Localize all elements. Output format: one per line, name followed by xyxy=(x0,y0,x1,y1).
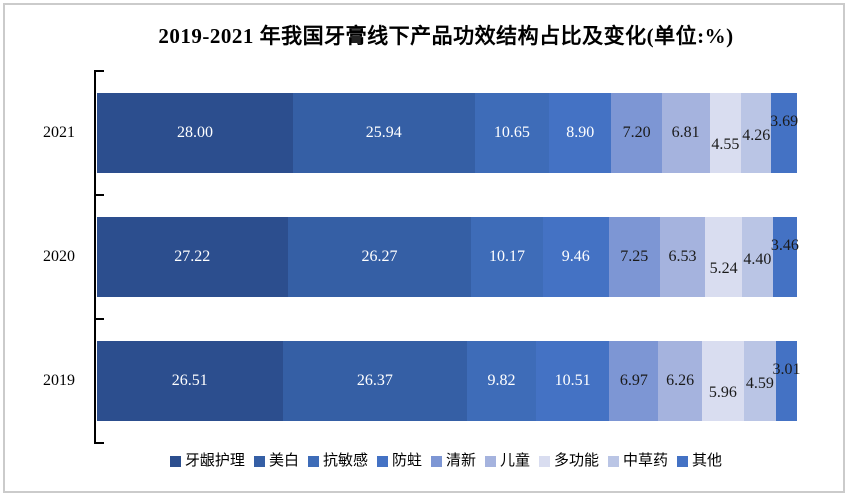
segment-value-label: 6.97 xyxy=(619,372,648,389)
category-label-2019: 2019 xyxy=(43,372,75,389)
bar-row-2019: 26.51 26.37 9.82 10.51 6.97 6.26 5.96 4.59 3.01 xyxy=(97,341,800,421)
segment-value-label: 10.65 xyxy=(493,124,530,141)
legend-label: 抗敏感 xyxy=(322,452,368,469)
segment-value-label: 8.90 xyxy=(566,124,595,141)
bar-segment-儿童: 6.53 xyxy=(659,217,706,297)
segment-value-label: 3.69 xyxy=(770,113,799,130)
bar-segment-牙龈护理: 27.22 xyxy=(97,217,288,297)
legend-swatch-icon xyxy=(485,455,496,467)
legend-swatch-icon xyxy=(307,455,319,467)
legend-swatch-icon xyxy=(539,455,551,467)
segment-value-label: 3.46 xyxy=(770,237,799,254)
legend-item-抗敏感: 抗敏感 xyxy=(307,452,368,469)
bar-segment-防蛀: 8.90 xyxy=(549,93,612,173)
category-label-2020: 2020 xyxy=(43,248,75,265)
segment-value-label: 6.81 xyxy=(671,124,700,141)
legend-swatch-icon xyxy=(430,455,442,467)
bar-segment-抗敏感: 10.17 xyxy=(471,217,543,297)
segment-value-label: 26.27 xyxy=(361,248,398,265)
legend-swatch-icon xyxy=(253,455,265,467)
bar-segment-清新: 7.25 xyxy=(608,217,660,297)
legend-item-美白: 美白 xyxy=(253,452,299,469)
bar-segment-其他: 3.46 xyxy=(770,217,799,297)
segment-value-label: 5.24 xyxy=(709,260,738,277)
bar-segment-中草药: 4.40 xyxy=(741,217,773,297)
bar-segment-抗敏感: 10.65 xyxy=(474,93,550,173)
bar-segment-其他: 3.01 xyxy=(772,341,800,421)
legend-label: 防蛀 xyxy=(391,452,422,469)
bar-segment-儿童: 6.81 xyxy=(661,93,710,173)
axis-tick xyxy=(95,194,104,196)
legend-label: 多功能 xyxy=(554,452,600,469)
legend: 牙龈护理 美白 抗敏感 防蛀 清新 儿童 多功能 中草药 其他 xyxy=(95,449,797,473)
bar-segment-防蛀: 10.51 xyxy=(535,341,610,421)
segment-value-label: 27.22 xyxy=(174,248,211,265)
segment-value-label: 26.51 xyxy=(171,372,208,389)
legend-item-防蛀: 防蛀 xyxy=(376,452,422,469)
segment-value-label: 9.46 xyxy=(561,248,590,265)
bar-segment-牙龈护理: 28.00 xyxy=(97,93,293,173)
segment-value-label: 4.55 xyxy=(711,136,740,153)
segment-value-label: 4.26 xyxy=(742,127,771,144)
legend-item-儿童: 儿童 xyxy=(485,452,531,469)
bar-segment-清新: 6.97 xyxy=(609,341,659,421)
segment-value-label: 26.37 xyxy=(356,372,393,389)
axis-tick xyxy=(95,318,104,320)
segment-value-label: 25.94 xyxy=(365,124,402,141)
bar-segment-中草药: 4.59 xyxy=(743,341,776,421)
legend-item-清新: 清新 xyxy=(430,452,476,469)
bar-segment-牙龈护理: 26.51 xyxy=(97,341,283,421)
bar-segment-防蛀: 9.46 xyxy=(542,217,609,297)
legend-swatch-icon xyxy=(677,455,689,467)
legend-label: 儿童 xyxy=(500,452,531,469)
bar-segment-多功能: 5.96 xyxy=(702,341,744,421)
segment-value-label: 6.26 xyxy=(666,372,695,389)
segment-value-label: 7.25 xyxy=(620,248,649,265)
segment-value-label: 9.82 xyxy=(487,372,516,389)
legend-label: 中草药 xyxy=(623,452,669,469)
axis-tick xyxy=(95,70,104,72)
bar-segment-儿童: 6.26 xyxy=(658,341,703,421)
legend-label: 牙龈护理 xyxy=(184,452,245,469)
bar-segment-清新: 7.20 xyxy=(611,93,662,173)
segment-value-label: 3.01 xyxy=(772,361,801,378)
segment-value-label: 7.20 xyxy=(622,124,651,141)
legend-item-牙龈护理: 牙龈护理 xyxy=(169,452,245,469)
legend-item-其他: 其他 xyxy=(677,452,723,469)
legend-swatch-icon xyxy=(376,455,388,467)
legend-item-中草药: 中草药 xyxy=(608,452,669,469)
bar-segment-抗敏感: 9.82 xyxy=(467,341,536,421)
bar-row-2020: 27.22 26.27 10.17 9.46 7.25 6.53 5.24 4.40 3.46 xyxy=(97,217,799,297)
axis-tick xyxy=(95,442,104,444)
bar-segment-多功能: 5.24 xyxy=(705,217,742,297)
segment-value-label: 10.51 xyxy=(554,372,591,389)
bar-segment-美白: 26.37 xyxy=(282,341,468,421)
legend-swatch-icon xyxy=(608,455,620,467)
bar-segment-其他: 3.69 xyxy=(770,93,799,173)
legend-label: 美白 xyxy=(268,452,299,469)
legend-label: 其他 xyxy=(692,452,723,469)
y-axis-line xyxy=(94,70,96,444)
chart-title: 2019-2021 年我国牙膏线下产品功效结构占比及变化(单位:%) xyxy=(158,24,734,48)
category-label-2021: 2021 xyxy=(43,124,75,141)
segment-value-label: 10.17 xyxy=(489,248,526,265)
bar-segment-美白: 25.94 xyxy=(293,93,475,173)
bar-segment-多功能: 4.55 xyxy=(709,93,742,173)
segment-value-label: 4.40 xyxy=(743,251,772,268)
bar-segment-美白: 26.27 xyxy=(287,217,472,297)
segment-value-label: 6.53 xyxy=(668,248,697,265)
bar-segment-中草药: 4.26 xyxy=(741,93,772,173)
bar-row-2021: 28.00 25.94 10.65 8.90 7.20 6.81 4.55 4.26 3.69 xyxy=(97,93,799,173)
segment-value-label: 4.59 xyxy=(745,375,774,392)
legend-swatch-icon xyxy=(169,455,181,467)
legend-item-多功能: 多功能 xyxy=(539,452,600,469)
segment-value-label: 28.00 xyxy=(177,124,213,141)
legend-label: 清新 xyxy=(445,452,476,469)
segment-value-label: 5.96 xyxy=(708,384,737,401)
